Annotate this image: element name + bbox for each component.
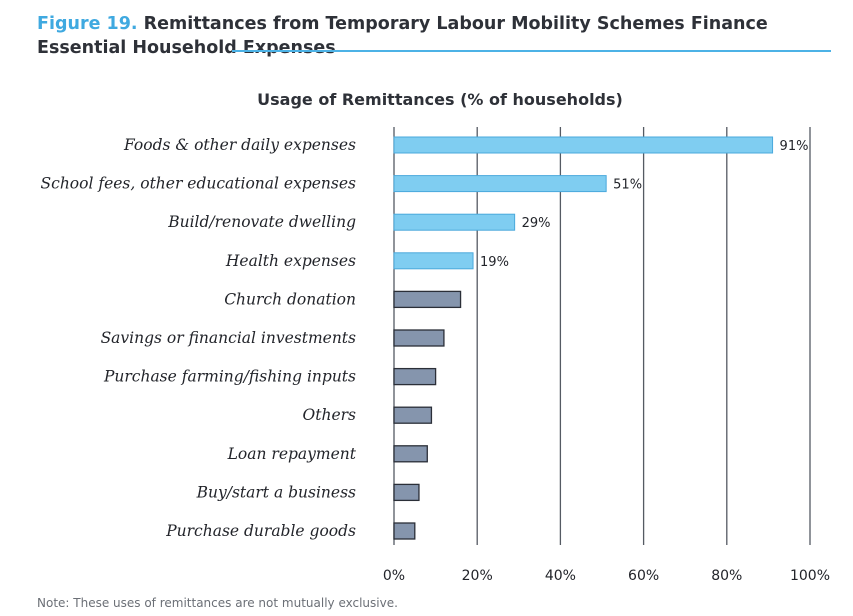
figure-title-rule: [232, 50, 831, 52]
x-tick-label: 20%: [462, 568, 493, 584]
bar: [393, 406, 433, 424]
figure-number: Figure 19.: [37, 14, 138, 34]
x-tick-label: 0%: [383, 568, 405, 584]
bar: [393, 445, 428, 463]
category-label: Others: [303, 406, 357, 424]
category-label: Purchase farming/fishing inputs: [103, 368, 356, 386]
bar: [393, 367, 437, 386]
bar: [393, 483, 420, 502]
category-label: Savings or financial investments: [101, 329, 356, 347]
category-label: Buy/start a business: [196, 483, 356, 501]
data-label: 19%: [480, 255, 509, 270]
category-label: Church donation: [224, 290, 356, 308]
bar: [393, 329, 445, 347]
x-tick-label: 40%: [545, 568, 576, 584]
x-tick-label: 60%: [628, 568, 659, 584]
category-label: Health expenses: [225, 252, 356, 270]
bar: [393, 522, 416, 540]
chart-title: Usage of Remittances (% of households): [257, 90, 623, 109]
data-label: 91%: [780, 139, 809, 154]
category-label: School fees, other educational expenses: [41, 175, 357, 193]
bar: [393, 213, 516, 231]
category-label: Purchase durable goods: [165, 522, 356, 540]
figure-title-text: Remittances from Temporary Labour Mobili…: [37, 14, 768, 58]
footnote: Note: These uses of remittances are not …: [37, 596, 398, 610]
x-tick-label: 80%: [711, 568, 742, 584]
bar: [393, 252, 474, 270]
bar: [393, 136, 774, 154]
data-label: 51%: [613, 178, 642, 193]
category-label: Build/renovate dwelling: [167, 213, 356, 231]
bar: [393, 290, 462, 309]
figure-title: Figure 19. Remittances from Temporary La…: [37, 12, 837, 60]
category-label: Foods & other daily expenses: [123, 136, 356, 154]
data-label: 29%: [522, 216, 551, 231]
category-label: Loan repayment: [227, 445, 357, 463]
bar: [393, 175, 607, 193]
x-tick-label: 100%: [790, 568, 830, 584]
